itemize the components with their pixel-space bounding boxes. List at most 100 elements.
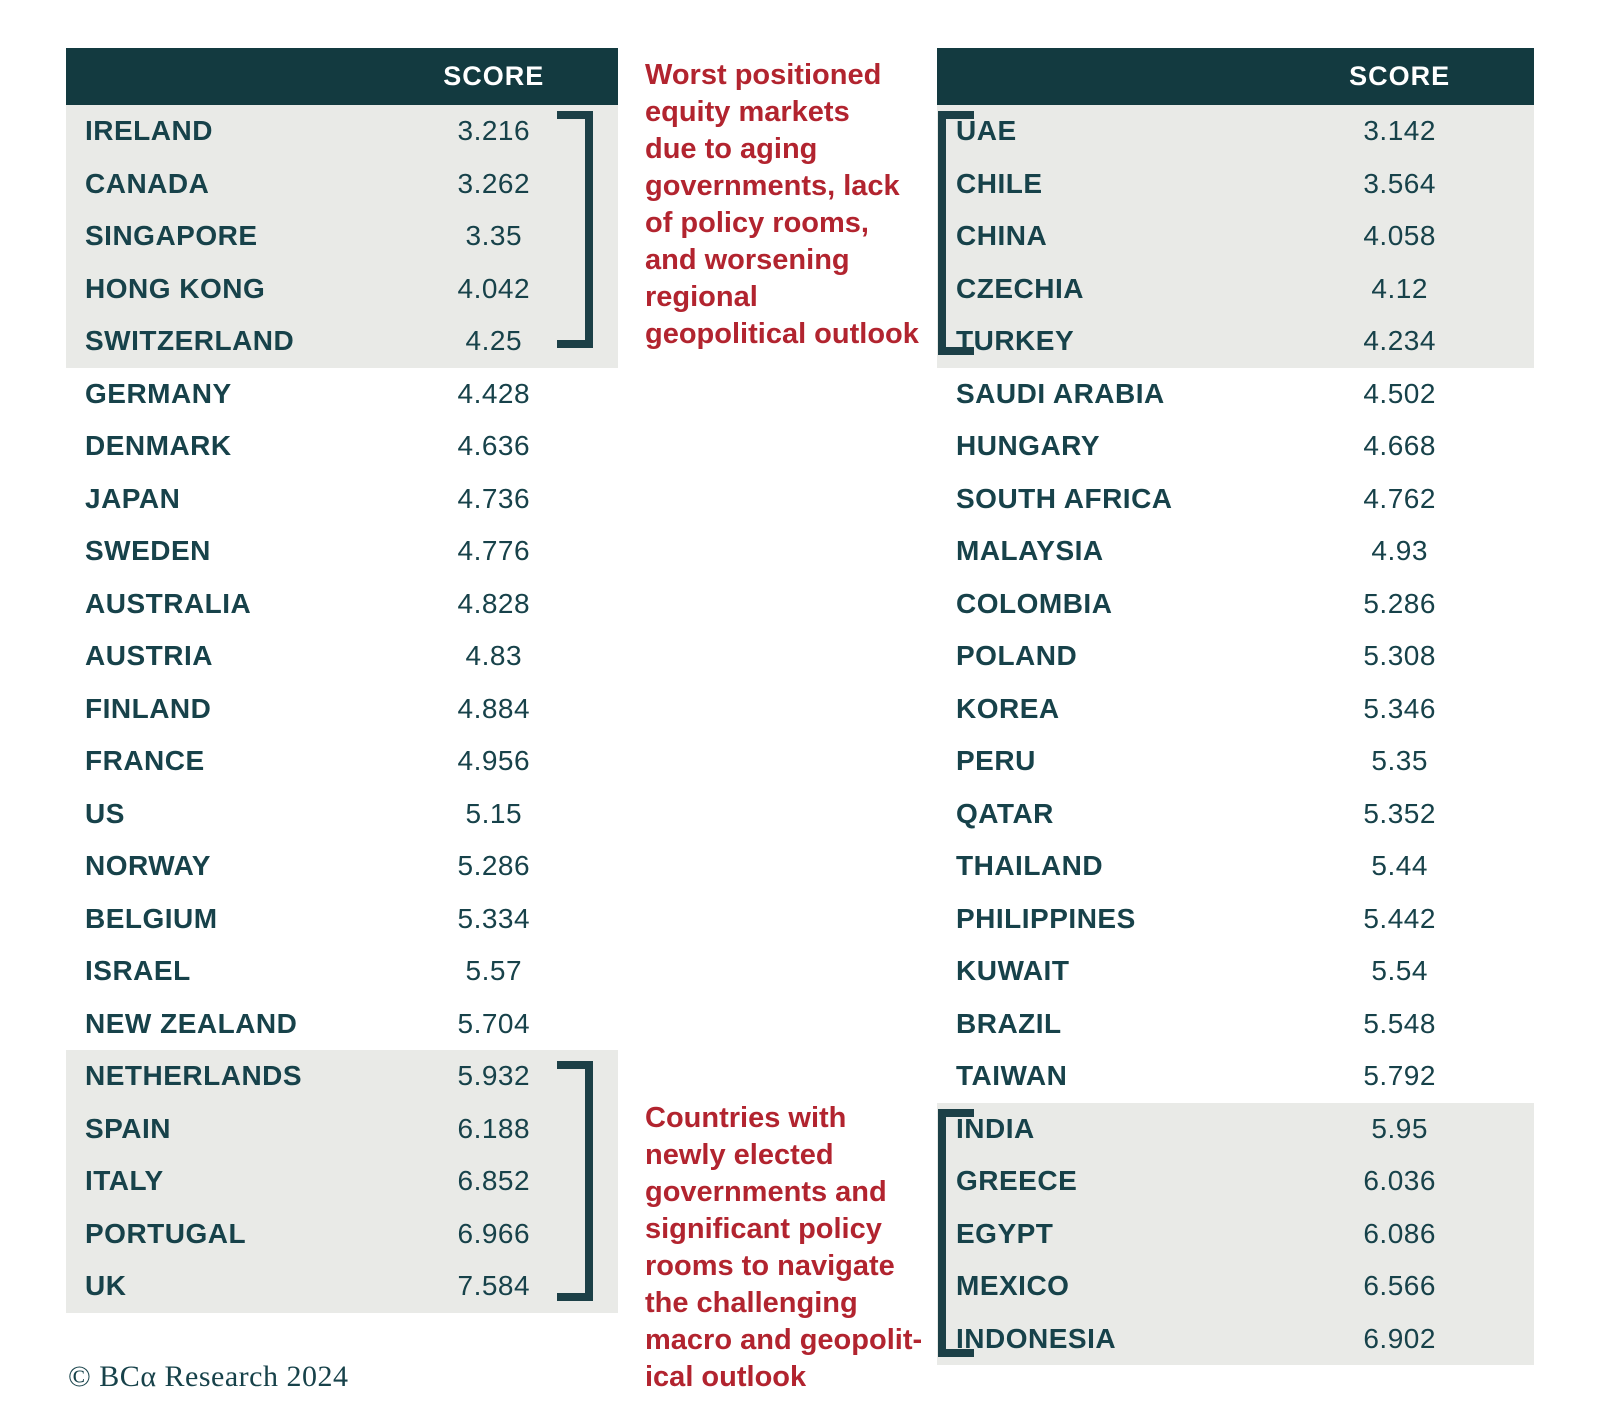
score-value: 4.234 — [1363, 325, 1436, 357]
score-value: 4.776 — [457, 535, 531, 567]
table-row: IRELAND 3.216 — [66, 105, 618, 158]
country-label: FINLAND — [85, 692, 212, 724]
left-table-header: SCORE — [66, 48, 618, 105]
country-label: SOUTH AFRICA — [956, 482, 1173, 514]
score-value: 4.636 — [457, 430, 531, 462]
country-label: PORTUGAL — [85, 1217, 247, 1249]
table-row: CZECHIA 4.12 — [937, 262, 1534, 315]
country-label: GREECE — [956, 1165, 1078, 1197]
score-value: 3.142 — [1363, 115, 1436, 147]
score-value: 3.35 — [465, 220, 523, 252]
table-row: TURKEY 4.234 — [937, 315, 1534, 368]
table-row: MALAYSIA 4.93 — [937, 525, 1534, 578]
score-value: 4.428 — [457, 377, 531, 409]
score-value: 6.852 — [457, 1165, 531, 1197]
country-label: EGYPT — [956, 1217, 1054, 1249]
score-value: 5.44 — [1371, 850, 1428, 882]
score-value: 5.57 — [465, 955, 523, 987]
score-column-header: SCORE — [443, 61, 545, 91]
left-top-group-bracket — [557, 111, 593, 348]
country-label: ISRAEL — [85, 955, 191, 987]
table-row: COLOMBIA 5.286 — [937, 578, 1534, 631]
country-label: NETHERLANDS — [85, 1060, 303, 1092]
right-top-group-bracket — [938, 111, 974, 355]
country-label: SINGAPORE — [85, 220, 258, 252]
score-value: 6.036 — [1363, 1165, 1436, 1197]
score-value: 4.83 — [465, 640, 523, 672]
score-value: 4.762 — [1363, 482, 1436, 514]
score-value: 5.95 — [1371, 1112, 1428, 1144]
table-row: UAE 3.142 — [937, 105, 1534, 158]
score-value: 4.884 — [457, 692, 531, 724]
country-label: DENMARK — [85, 430, 232, 462]
right-table: SCORE UAE 3.142 CHILE 3.564 CHINA 4.058 CZECHI… — [937, 48, 1534, 1365]
country-label: CHILE — [956, 167, 1043, 199]
table-row: US 5.15 — [66, 788, 618, 841]
right-table-header: SCORE — [937, 48, 1534, 105]
source-credit: © BCα Research 2024 — [68, 1360, 349, 1393]
table-row: PORTUGAL 6.966 — [66, 1207, 618, 1260]
table-row: SOUTH AFRICA 4.762 — [937, 473, 1534, 526]
country-label: BRAZIL — [956, 1007, 1062, 1039]
left-table: SCORE IRELAND 3.216 CANADA 3.262 SINGAPORE 3.… — [66, 48, 618, 1313]
table-row: CHILE 3.564 — [937, 157, 1534, 210]
country-label: JAPAN — [85, 482, 181, 514]
table-row: INDIA 5.95 — [937, 1102, 1534, 1155]
country-label: PHILIPPINES — [956, 902, 1136, 934]
table-row: SAUDI ARABIA 4.502 — [937, 368, 1534, 421]
country-label: SWEDEN — [85, 535, 211, 567]
score-value: 5.286 — [1363, 587, 1436, 619]
table-row: FINLAND 4.884 — [66, 683, 618, 736]
table-row: FRANCE 4.956 — [66, 735, 618, 788]
country-label: TAIWAN — [956, 1060, 1068, 1092]
country-label: SWITZERLAND — [85, 325, 295, 357]
table-row: JAPAN 4.736 — [66, 473, 618, 526]
table-row: GERMANY 4.428 — [66, 368, 618, 421]
country-label: FRANCE — [85, 745, 205, 777]
country-label: COLOMBIA — [956, 587, 1113, 619]
score-value: 5.792 — [1363, 1060, 1436, 1092]
country-label: GERMANY — [85, 377, 232, 409]
country-label: TURKEY — [956, 325, 1075, 357]
score-value: 3.262 — [457, 167, 531, 199]
table-row: NEW ZEALAND 5.704 — [66, 998, 618, 1051]
score-value: 4.668 — [1363, 430, 1436, 462]
table-row: HUNGARY 4.668 — [937, 420, 1534, 473]
score-value: 6.902 — [1363, 1322, 1436, 1354]
score-value: 4.25 — [465, 325, 523, 357]
country-label: ITALY — [85, 1165, 164, 1197]
score-value: 5.35 — [1371, 745, 1428, 777]
country-label: UAE — [956, 115, 1017, 147]
country-label: INDONESIA — [956, 1322, 1117, 1354]
score-value: 5.932 — [457, 1060, 531, 1092]
table-row: CHINA 4.058 — [937, 210, 1534, 263]
table-row: ISRAEL 5.57 — [66, 945, 618, 998]
country-label: MALAYSIA — [956, 535, 1104, 567]
score-value: 5.548 — [1363, 1007, 1436, 1039]
country-label: NEW ZEALAND — [85, 1007, 298, 1039]
score-value: 4.042 — [457, 272, 531, 304]
table-row: SINGAPORE 3.35 — [66, 210, 618, 263]
score-value: 4.93 — [1371, 535, 1428, 567]
left-bottom-group-bracket — [557, 1061, 593, 1301]
table-row: HONG KONG 4.042 — [66, 262, 618, 315]
table-row: EGYPT 6.086 — [937, 1207, 1534, 1260]
country-label: THAILAND — [956, 850, 1104, 882]
country-label: HONG KONG — [85, 272, 266, 304]
table-row: PHILIPPINES 5.442 — [937, 893, 1534, 946]
country-label: POLAND — [956, 640, 1078, 672]
table-row: AUSTRIA 4.83 — [66, 630, 618, 683]
table-row: SPAIN 6.188 — [66, 1102, 618, 1155]
table-row: BELGIUM 5.334 — [66, 893, 618, 946]
table-row: NETHERLANDS 5.932 — [66, 1050, 618, 1103]
table-row: PERU 5.35 — [937, 735, 1534, 788]
right-bottom-group-bracket — [938, 1109, 974, 1357]
table-row: BRAZIL 5.548 — [937, 998, 1534, 1051]
table-row: GREECE 6.036 — [937, 1155, 1534, 1208]
country-label: US — [85, 797, 125, 829]
table-row: UK 7.584 — [66, 1260, 618, 1313]
score-value: 7.584 — [457, 1270, 531, 1302]
table-row: KUWAIT 5.54 — [937, 945, 1534, 998]
country-label: AUSTRIA — [85, 640, 213, 672]
score-value: 4.058 — [1363, 220, 1436, 252]
